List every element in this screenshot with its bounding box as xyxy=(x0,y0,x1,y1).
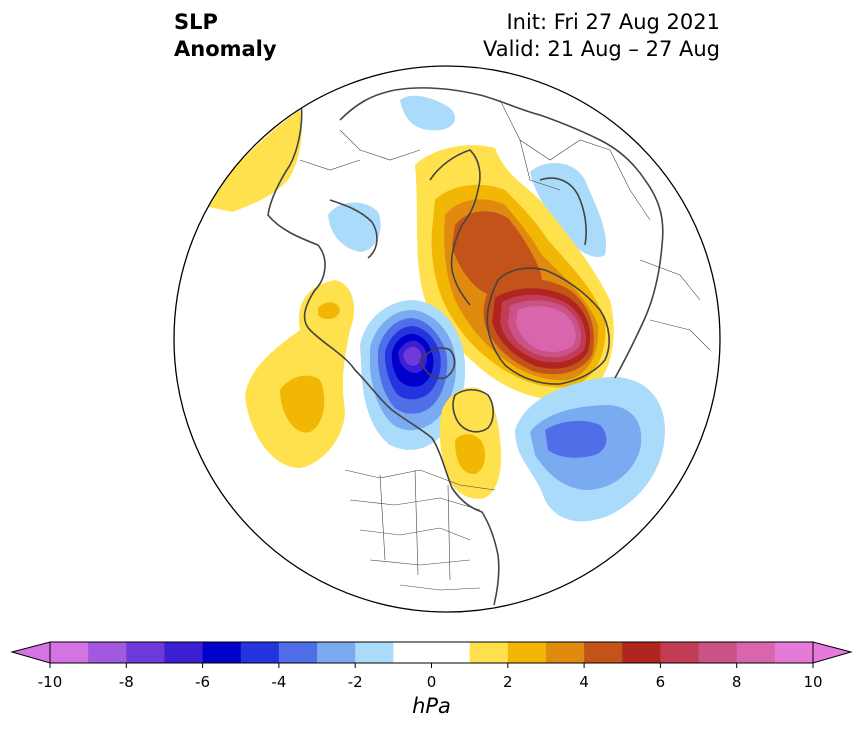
anomaly-fill-west-lobe-core xyxy=(280,375,325,433)
colorbar: -10 -8 -6 -4 -2 0 2 4 6 8 10 xyxy=(10,641,853,691)
date-info: Init: Fri 27 Aug 2021 Valid: 21 Aug – 27… xyxy=(483,9,720,63)
colorbar-cell xyxy=(698,642,738,663)
colorbar-cell xyxy=(278,642,318,663)
title-line-1: SLP xyxy=(174,10,218,34)
colorbar-cell xyxy=(774,642,814,663)
anomaly-fill-west-small xyxy=(318,302,340,320)
colorbar-unit-label: hPa xyxy=(412,694,451,718)
colorbar-cell xyxy=(88,642,127,663)
colorbar-cell xyxy=(660,642,700,663)
colorbar-cell xyxy=(393,642,432,663)
colorbar-cell xyxy=(622,642,661,663)
political-borders xyxy=(299,99,711,591)
colorbar-tick-label: -4 xyxy=(271,673,286,691)
init-date: Init: Fri 27 Aug 2021 xyxy=(506,10,720,34)
colorbar-tick-label: -10 xyxy=(38,673,63,691)
anomaly-fill-pacific-upper xyxy=(200,110,302,212)
anomaly-fill-west-lobe xyxy=(245,280,355,468)
anomaly-fill-neg-north xyxy=(400,95,456,131)
colorbar-cell xyxy=(50,642,89,663)
colorbar-cells xyxy=(50,642,814,663)
colorbar-cell xyxy=(126,642,165,663)
colorbar-tick-label: -8 xyxy=(119,673,134,691)
anomaly-fill-main-10 xyxy=(516,306,576,352)
title-line-2: Anomaly xyxy=(174,37,277,61)
colorbar-ticks: -10 -8 -6 -4 -2 0 2 4 6 8 10 xyxy=(38,663,823,691)
colorbar-cell xyxy=(164,642,204,663)
colorbar-tick-label: -2 xyxy=(348,673,363,691)
colorbar-cell xyxy=(507,642,547,663)
colorbar-cell xyxy=(355,642,394,663)
anomaly-fill-neg-left xyxy=(328,202,381,252)
valid-range: Valid: 21 Aug – 27 Aug xyxy=(482,37,720,61)
colorbar-cell xyxy=(584,642,623,663)
colorbar-cell xyxy=(545,642,585,663)
colorbar-cell xyxy=(240,642,280,663)
anomaly-fill-beaufort-7 xyxy=(403,346,422,366)
colorbar-cell xyxy=(431,642,471,663)
colorbar-tick-label: 4 xyxy=(579,673,589,691)
colorbar-cell xyxy=(202,642,242,663)
anomaly-fill-main-5 xyxy=(452,211,542,301)
map-title: SLP Anomaly xyxy=(174,9,277,63)
polar-map xyxy=(173,65,721,613)
colorbar-cell xyxy=(317,642,356,663)
coastlines xyxy=(267,87,664,606)
colorbar-tick-label: 2 xyxy=(503,673,513,691)
anomaly-fill-atlantic-3 xyxy=(545,420,607,458)
colorbar-tick-label: -6 xyxy=(195,673,210,691)
colorbar-tick-label: 0 xyxy=(427,673,437,691)
colorbar-extend-low xyxy=(10,641,51,664)
colorbar-tick-label: 6 xyxy=(656,673,666,691)
anomaly-fill-hudson-2 xyxy=(455,434,486,475)
map-boundary xyxy=(173,65,721,613)
colorbar-cell xyxy=(736,642,776,663)
colorbar-tick-label: 8 xyxy=(732,673,742,691)
colorbar-tick-label: 10 xyxy=(803,673,822,691)
colorbar-cell xyxy=(469,642,509,663)
colorbar-extend-high xyxy=(812,641,853,664)
